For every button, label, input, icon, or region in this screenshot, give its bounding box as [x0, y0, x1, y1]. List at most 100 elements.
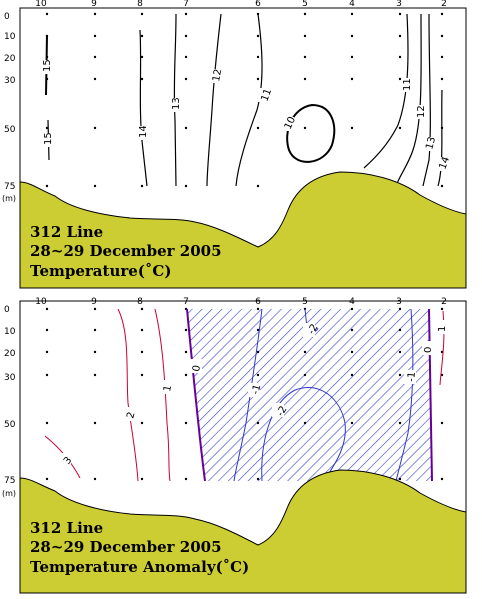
depth-label: 50 — [4, 125, 16, 135]
station-label: 4 — [349, 0, 355, 9]
contour-10 — [286, 103, 336, 163]
title-line: Temperature Anomaly(˚C) — [30, 558, 249, 576]
sample-dot — [140, 350, 144, 354]
sample-dot — [93, 328, 97, 332]
sample-dot — [350, 421, 354, 425]
contour-label: 11 — [259, 87, 274, 103]
contour-label: 1 — [437, 326, 448, 332]
sample-dot — [184, 373, 188, 377]
sample-dot — [256, 55, 260, 59]
sample-dot — [45, 184, 49, 188]
sample-dot — [350, 77, 354, 81]
contour-label: 15 — [42, 59, 53, 72]
sample-dot — [93, 126, 97, 130]
sample-dot — [140, 77, 144, 81]
station-label: 2 — [441, 297, 447, 307]
isotherms — [45, 13, 443, 187]
sample-dot — [45, 12, 49, 16]
sample-dot — [350, 328, 354, 332]
sample-dot — [140, 373, 144, 377]
station-label: 7 — [183, 297, 189, 307]
sample-dot — [93, 373, 97, 377]
sample-dot — [256, 373, 260, 377]
sample-dot — [398, 307, 402, 311]
sample-dot — [256, 421, 260, 425]
sample-dot — [93, 184, 97, 188]
sample-dot — [350, 34, 354, 38]
sample-dot — [93, 421, 97, 425]
sample-dot — [440, 477, 444, 481]
station-label: 10 — [35, 0, 47, 9]
contour-label: 14 — [138, 125, 149, 138]
sample-dot — [398, 77, 402, 81]
station-axis: 10 9 8 7 6 5 4 3 2 — [35, 297, 447, 307]
sample-dot — [256, 77, 260, 81]
depth-axis: 0 10 20 30 50 75 (m) — [2, 305, 16, 498]
negative-anomaly-contours — [233, 308, 414, 482]
depth-label: 20 — [4, 349, 16, 359]
sample-dot — [303, 126, 307, 130]
sample-dot — [45, 421, 49, 425]
depth-label: 0 — [4, 305, 10, 315]
sample-dot — [256, 328, 260, 332]
sample-dot — [140, 12, 144, 16]
panel-title: 312 Line 28~29 December 2005 Temperature… — [30, 519, 249, 576]
sample-dot — [398, 126, 402, 130]
contour-label: 0 — [191, 364, 203, 372]
sample-dot — [93, 12, 97, 16]
contour-label: -1 — [250, 383, 263, 395]
sample-dot — [184, 328, 188, 332]
sample-dot — [350, 55, 354, 59]
depth-axis: 0 10 20 30 50 75 (m) — [2, 12, 16, 203]
depth-unit-label: (m) — [2, 194, 16, 203]
contour-label: 1 — [162, 384, 174, 392]
sample-dot — [398, 34, 402, 38]
sample-points — [45, 307, 444, 481]
title-line: 312 Line — [30, 223, 103, 241]
isotherm-labels: 15 15 14 13 12 11 10 11 12 13 14 — [41, 59, 452, 171]
sample-dot — [256, 34, 260, 38]
station-label: 8 — [137, 0, 143, 9]
sample-dot — [398, 421, 402, 425]
station-label: 7 — [183, 0, 189, 9]
sample-dot — [45, 328, 49, 332]
seabed-land — [19, 171, 467, 289]
contour-label: 3 — [62, 455, 75, 467]
contour-11-west — [235, 13, 263, 187]
depth-label: 50 — [4, 420, 16, 430]
contour-0-west — [186, 308, 206, 482]
station-axis: 10 9 8 7 6 5 4 3 2 — [35, 0, 447, 9]
sample-dot — [184, 350, 188, 354]
station-label: 4 — [349, 297, 355, 307]
sample-dot — [440, 184, 444, 188]
contour-label: 10 — [283, 115, 298, 131]
temperature-anomaly-section-panel: 10 9 8 7 6 5 4 3 2 0 10 20 30 50 75 (m) — [0, 293, 482, 595]
contour-label: 2 — [125, 411, 137, 420]
sample-dot — [184, 77, 188, 81]
sample-dot — [398, 55, 402, 59]
sample-dot — [256, 350, 260, 354]
sample-dot — [350, 126, 354, 130]
sample-dot — [184, 12, 188, 16]
contour-minus1-east — [395, 308, 414, 482]
sample-dot — [140, 184, 144, 188]
station-label: 6 — [255, 297, 261, 307]
title-line: Temperature(˚C) — [30, 262, 171, 280]
sample-dot — [45, 477, 49, 481]
depth-label: 75 — [4, 476, 15, 486]
sample-dot — [45, 307, 49, 311]
contour-label: 12 — [211, 68, 224, 82]
station-label: 3 — [396, 297, 402, 307]
negative-anomaly-region — [187, 309, 432, 481]
sample-dot — [256, 477, 260, 481]
sample-dot — [93, 477, 97, 481]
contour-14 — [139, 29, 148, 187]
sample-dot — [140, 477, 144, 481]
sample-dot — [184, 184, 188, 188]
sample-dot — [398, 328, 402, 332]
sample-dot — [93, 350, 97, 354]
anomaly-contour-labels: 2 1 3 0 -1 -2 -2 -1 0 1 — [59, 320, 448, 467]
sample-dot — [256, 126, 260, 130]
sample-dot — [303, 421, 307, 425]
sample-dot — [140, 55, 144, 59]
